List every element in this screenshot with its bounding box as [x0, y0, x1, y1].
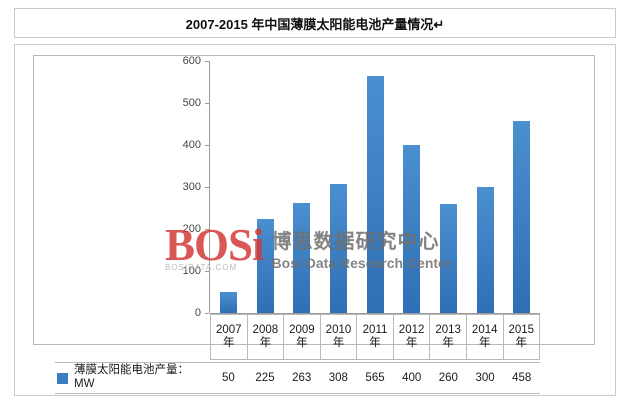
x-axis-category-cell: 2009 年	[284, 314, 321, 360]
chart-container: 0 100 200 300 400 500 600 2007 年 2008 年 2009 年 2010 年…	[14, 44, 616, 396]
x-axis-category-text: 2007	[215, 323, 242, 336]
x-axis-category-text: 2015	[508, 323, 535, 336]
x-axis-category-text: 2014	[471, 323, 498, 336]
y-axis-tick-label: 300	[182, 181, 201, 193]
x-axis-category-text: 年	[369, 337, 381, 349]
x-axis-category-cell: 2010 年	[320, 314, 358, 360]
legend-data-row: 薄膜太阳能电池产量： MW 50 225 263 308 565 400 260 300 458	[55, 363, 540, 393]
data-value-cells: 50 225 263 308 565 400 260 300 458	[210, 363, 540, 393]
y-axis-tick-mark	[205, 103, 209, 104]
y-axis-tick-label: 0	[194, 307, 201, 319]
data-value-cell: 260	[438, 372, 458, 384]
y-axis-tick-mark	[205, 313, 209, 314]
x-axis-category-text: 年	[515, 337, 528, 349]
plot-area-border	[33, 55, 595, 345]
bar	[476, 187, 494, 313]
legend-label-text: 薄膜太阳能电池产量： MW	[74, 364, 189, 392]
data-value-cell: 50	[221, 372, 235, 384]
bar	[293, 202, 311, 313]
y-axis-tick-mark	[205, 187, 209, 188]
x-axis-category-row: 2007 年 2008 年 2009 年 2010 年 2011 年 2012 年 2013 年 2014 年…	[210, 314, 541, 360]
x-axis-category-text: 2010	[325, 323, 352, 336]
chart-title-bar: 2007-2015 年中国薄膜太阳能电池产量情况↵	[14, 8, 616, 38]
x-axis-category-cell: 2011 年	[357, 314, 394, 360]
bar	[403, 145, 421, 313]
x-axis-category-text: 年	[296, 337, 308, 349]
bar	[439, 203, 457, 313]
x-axis-category-cell: 2013 年	[430, 314, 467, 360]
x-axis-category-text: 年	[405, 337, 418, 349]
data-value-cell: 308	[328, 372, 348, 384]
bar	[256, 218, 274, 313]
data-value-cell: 263	[292, 372, 312, 384]
y-axis-tick-mark	[205, 271, 209, 272]
legend-divider-bottom	[55, 393, 540, 394]
x-axis-line	[210, 313, 540, 314]
page-title: 2007-2015 年中国薄膜太阳能电池产量情况↵	[185, 16, 445, 32]
y-axis-tick-mark	[205, 61, 209, 62]
data-value-cell: 225	[255, 372, 275, 384]
y-axis-line	[209, 61, 210, 313]
x-axis-category-text: 2009	[289, 323, 315, 336]
bar	[329, 183, 347, 313]
bar	[219, 292, 237, 313]
x-axis-category-text: 2012	[398, 323, 425, 336]
legend-divider-top	[55, 362, 540, 363]
legend-label-line1: 薄膜太阳能电池产量：	[74, 364, 189, 377]
y-axis-tick-mark	[205, 145, 209, 146]
bar	[366, 75, 384, 313]
x-axis-category-text: 年	[223, 337, 235, 349]
data-value-cell: 400	[402, 372, 422, 384]
data-value-cell: 458	[512, 372, 532, 384]
x-axis-category-text: 年	[259, 337, 272, 349]
legend-label-line2: MW	[74, 378, 95, 390]
x-axis-category-cell: 2014 年	[466, 314, 504, 360]
x-axis-category-cell: 2015 年	[503, 314, 541, 360]
x-axis-category-text: 年	[442, 337, 454, 349]
x-axis-category-cell: 2012 年	[393, 314, 431, 360]
legend-swatch-icon	[57, 372, 68, 384]
x-axis-category-cell: 2008 年	[247, 314, 285, 360]
x-axis-category-text: 2008	[252, 323, 279, 336]
x-axis-category-text: 年	[332, 337, 345, 349]
y-axis-tick-label: 200	[182, 223, 201, 235]
x-axis-category-text: 2013	[435, 323, 461, 336]
bar-series	[210, 61, 540, 313]
data-value-cell: 300	[475, 372, 495, 384]
legend-entry: 薄膜太阳能电池产量： MW	[55, 363, 210, 393]
y-axis-tick-mark	[205, 229, 209, 230]
x-axis-category-text: 2011	[362, 323, 388, 336]
bar	[513, 120, 531, 313]
x-axis-category-text: 年	[478, 337, 491, 349]
y-axis-tick-label: 600	[182, 55, 201, 67]
y-axis-tick-label: 500	[182, 97, 201, 109]
x-axis-category-cell: 2007 年	[210, 314, 248, 360]
y-axis-tick-label: 400	[182, 139, 201, 151]
y-axis-tick-label: 100	[182, 265, 201, 277]
data-value-cell: 565	[365, 372, 385, 384]
